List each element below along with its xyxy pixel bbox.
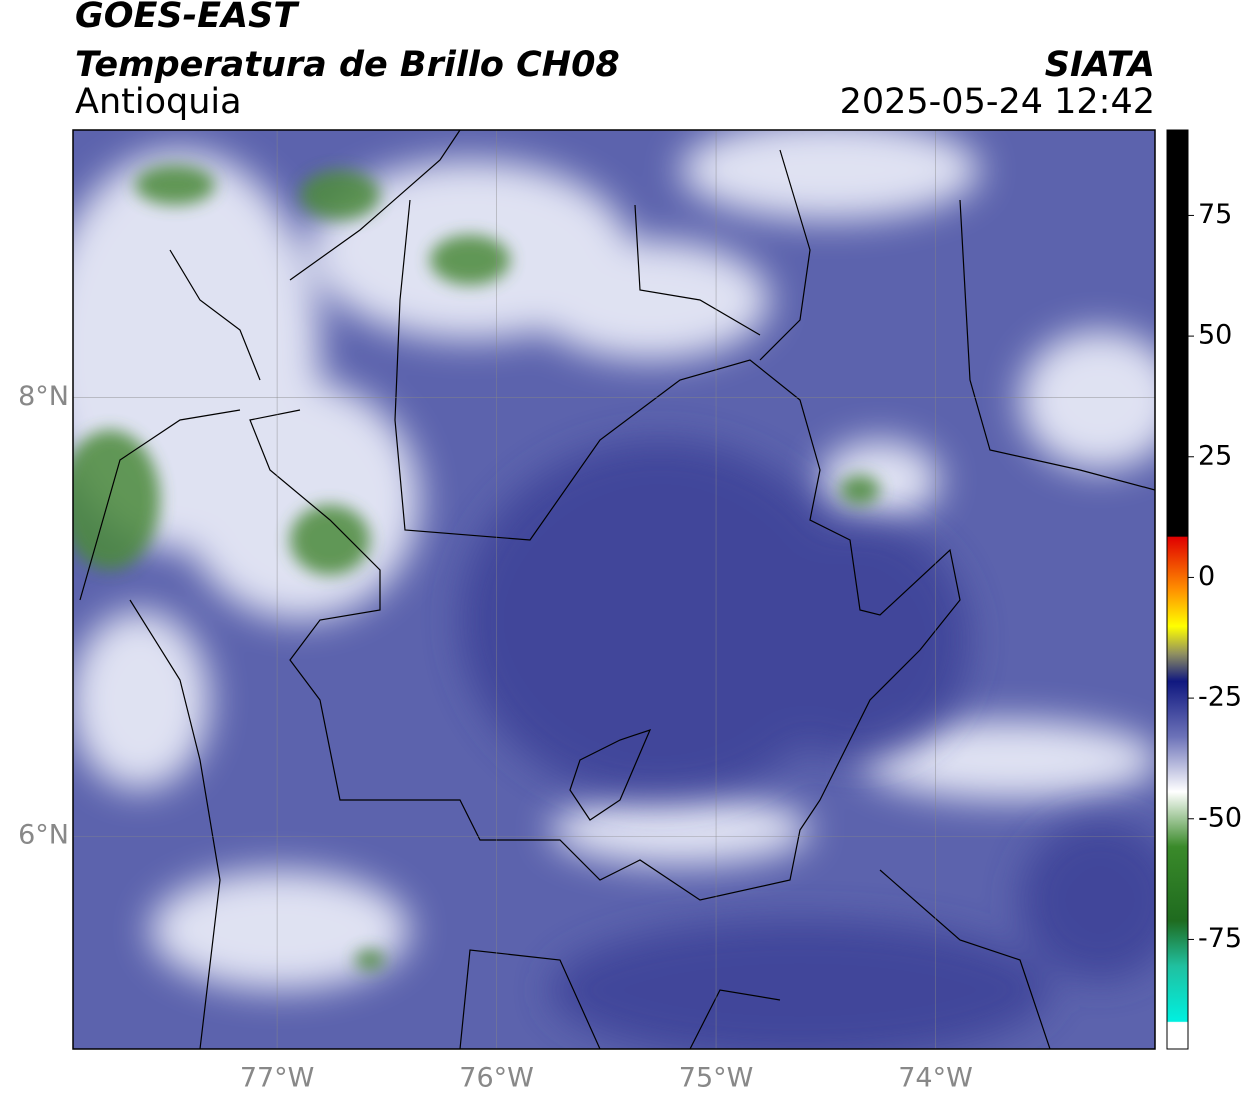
colorbar-tick-label: 0	[1198, 561, 1215, 592]
source: SIATA	[1045, 45, 1155, 85]
colorbar-tick-label: 25	[1198, 440, 1232, 471]
colorbar-tick-label: 75	[1198, 199, 1232, 230]
subtitle: Temperatura de Brillo CH08	[75, 45, 620, 85]
colorbar-tick-label: -25	[1198, 682, 1242, 713]
y-tick-label: 8°N	[18, 381, 69, 412]
title: GOES-EAST	[75, 0, 300, 36]
colorbar-tick-label: -50	[1198, 802, 1242, 833]
y-tick-label: 6°N	[18, 820, 69, 851]
colorbar	[1166, 129, 1189, 1050]
x-tick-label: 74°W	[898, 1063, 973, 1094]
map-frame	[72, 129, 1156, 1050]
x-tick-label: 75°W	[679, 1063, 754, 1094]
datetime: 2025-05-24 12:42	[840, 82, 1155, 122]
x-tick-label: 76°W	[459, 1063, 534, 1094]
graticule	[73, 130, 1155, 1049]
colorbar-tick-label: -75	[1198, 923, 1242, 954]
region: Antioquia	[75, 82, 242, 122]
satellite-image	[73, 130, 1155, 1049]
x-tick-label: 77°W	[240, 1063, 315, 1094]
colorbar-tick-label: 50	[1198, 320, 1232, 351]
